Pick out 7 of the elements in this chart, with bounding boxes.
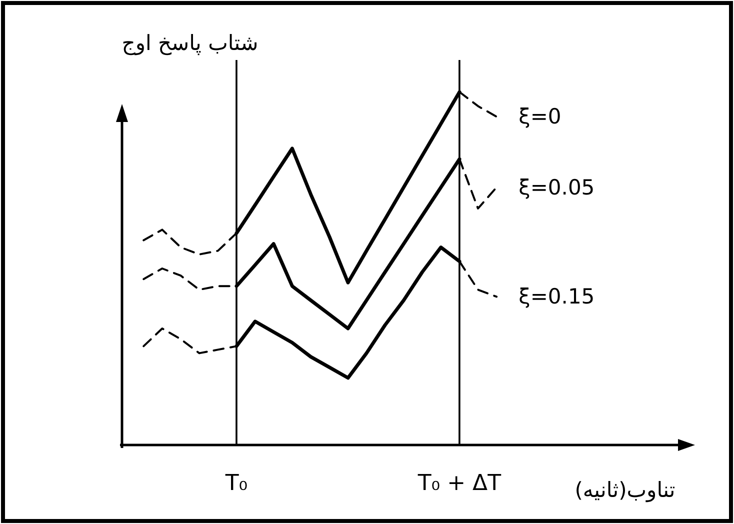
text: ξ=0.15 — [518, 284, 595, 309]
y-axis-title: شتاب پاسخ اوج — [122, 31, 258, 56]
text: ξ=0 — [518, 104, 562, 129]
x-tick-label: T₀ — [224, 471, 248, 496]
x-axis-title: تناوب(ثانیه) — [574, 478, 676, 503]
x-tick-label: T₀ + ΔT — [416, 471, 502, 496]
text: ξ=0.05 — [518, 175, 595, 200]
